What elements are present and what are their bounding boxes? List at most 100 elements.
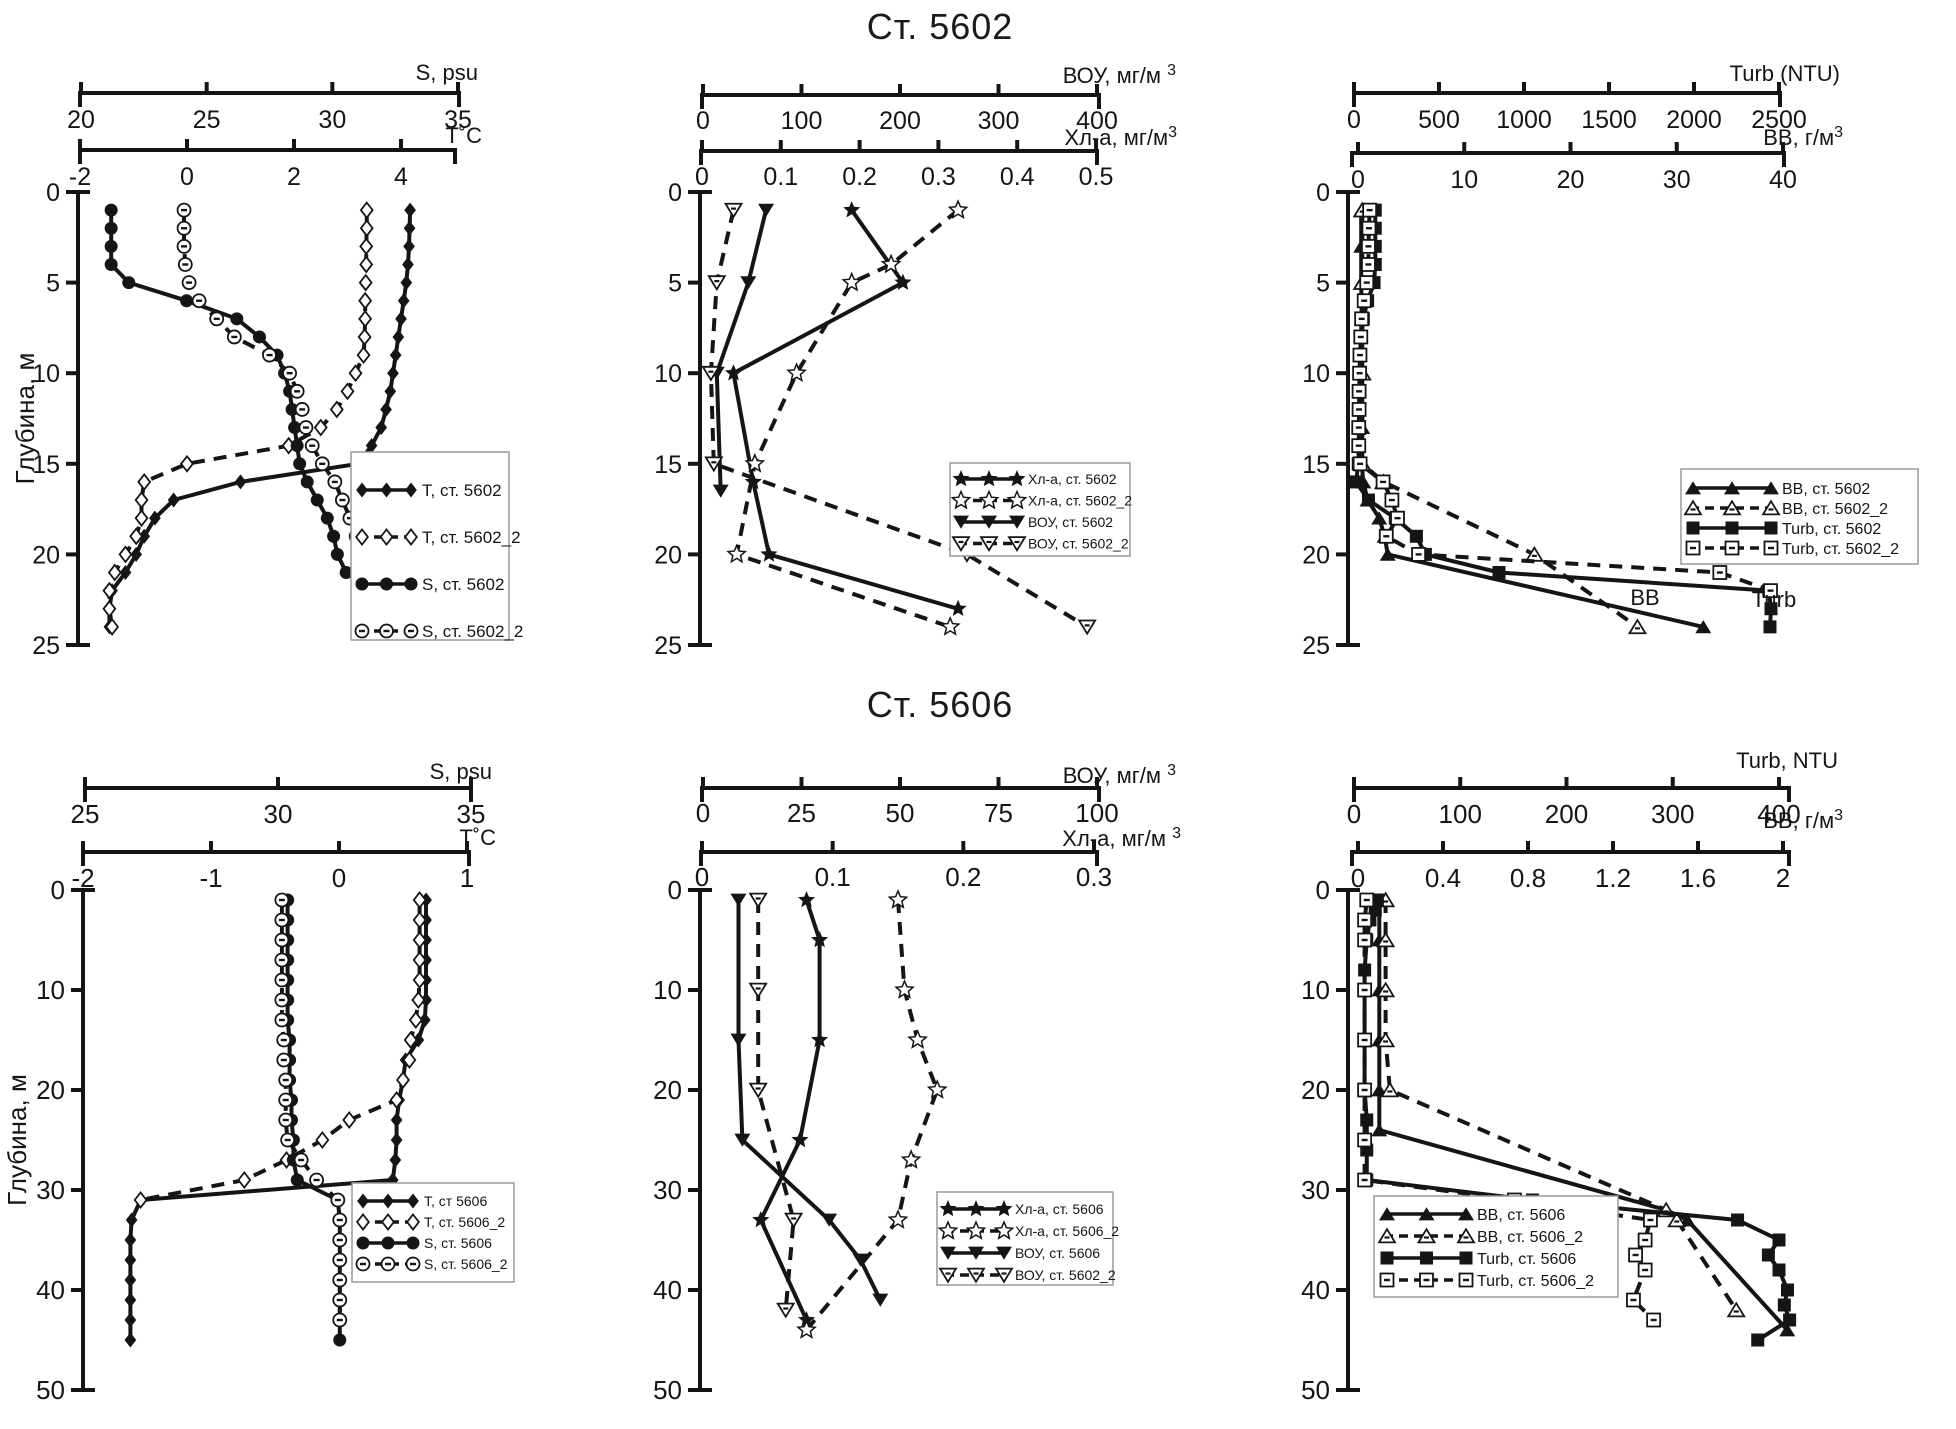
series-3 (274, 892, 348, 1328)
svg-text:0: 0 (1351, 166, 1365, 194)
series-2 (708, 203, 775, 498)
svg-text:5: 5 (1316, 270, 1330, 298)
legend-label: S, ст. 5602 (422, 575, 504, 594)
svg-text:25: 25 (654, 632, 682, 660)
svg-text:1500: 1500 (1581, 106, 1637, 134)
depth-axis-title: Глубина, м (2, 1074, 32, 1206)
legend-label: ВОУ, ст. 5606 (1015, 1245, 1100, 1261)
svg-text:0: 0 (695, 862, 709, 892)
svg-text:25: 25 (193, 106, 221, 134)
legend-label: Turb, ст. 5602 (1782, 521, 1881, 538)
svg-text:0: 0 (1316, 179, 1330, 207)
axis-title: ВОУ, мг/м 3 (1063, 762, 1176, 788)
svg-text:15: 15 (1302, 451, 1330, 479)
svg-text:50: 50 (653, 1375, 682, 1405)
svg-text:0.1: 0.1 (815, 862, 851, 892)
axis-title: ВВ, г/м3 (1763, 807, 1843, 833)
svg-text:400: 400 (1076, 107, 1118, 135)
svg-text:30: 30 (36, 1175, 65, 1205)
x-axis-2: 0 10 20 30 40 ВВ, г/м3 (1350, 124, 1843, 194)
depth-axis: 0 5 10 15 20 25 (654, 179, 712, 660)
x-axis-1: 0 500 1000 1500 2000 2500 Turb (NTU) (1347, 61, 1840, 134)
panel-st5602-temperature-salinity: 20 25 30 35 S, psu -2 0 2 4 T˚C 0 5 10 15 20 25 Глубина,… (10, 60, 523, 660)
x-axis-1: 0 25 50 75 100 ВОУ, мг/м 3 (696, 762, 1176, 828)
x-axis-2: 0 0.4 0.8 1.2 1.6 2 ВВ, г/м3 (1350, 807, 1843, 893)
svg-text:0: 0 (1347, 106, 1361, 134)
legend-label: ВВ, ст. 5602_2 (1782, 501, 1888, 518)
svg-text:0.5: 0.5 (1079, 163, 1114, 191)
svg-text:0: 0 (695, 163, 709, 191)
svg-text:25: 25 (32, 632, 60, 660)
svg-text:2000: 2000 (1666, 106, 1722, 134)
series-1 (102, 201, 374, 636)
svg-text:20: 20 (654, 541, 682, 569)
legend-label: Хл-а, ст. 5602 (1028, 471, 1117, 487)
legend-label: S, ст. 5602_2 (422, 622, 523, 641)
svg-text:50: 50 (1301, 1375, 1330, 1405)
axis-title: Хл-а, мг/м 3 (1062, 825, 1181, 851)
svg-text:0.4: 0.4 (1000, 163, 1035, 191)
svg-text:0.1: 0.1 (763, 163, 798, 191)
axis-title: Хл-а, мг/м3 (1064, 124, 1177, 150)
svg-text:1000: 1000 (1496, 106, 1552, 134)
legend: T, ст. 5602 T, ст. 5602_2 S, ст. 5602 S, ст… (350, 451, 523, 641)
legend-label: S, ст. 5606_2 (424, 1256, 508, 1272)
svg-text:500: 500 (1418, 106, 1460, 134)
legend-label: Хл-а, ст. 5606_2 (1015, 1223, 1119, 1239)
svg-text:300: 300 (978, 107, 1020, 135)
legend-label: ВВ, ст. 5602 (1782, 481, 1870, 498)
svg-text:30: 30 (264, 799, 293, 829)
axis-title: Turb (NTU) (1730, 61, 1840, 86)
svg-text:1.2: 1.2 (1595, 863, 1631, 893)
legend: ВВ, ст. 5606 ВВ, ст. 5606_2 Turb, ст. 5606… (1373, 1195, 1619, 1298)
legend-label: Turb, ст. 5602_2 (1782, 541, 1899, 558)
svg-text:40: 40 (1769, 166, 1797, 194)
x-axis-2: -2 0 2 4 T˚C (69, 123, 482, 191)
svg-text:30: 30 (1663, 166, 1691, 194)
svg-text:300: 300 (1651, 799, 1694, 829)
svg-text:-2: -2 (71, 863, 94, 893)
svg-text:25: 25 (1302, 632, 1330, 660)
svg-text:100: 100 (781, 107, 823, 135)
svg-text:0: 0 (1347, 799, 1361, 829)
svg-text:40: 40 (1301, 1275, 1330, 1305)
x-axis-1: 0 100 200 300 400 ВОУ, мг/м 3 (696, 62, 1176, 135)
legend: Хл-а, ст. 5602 Хл-а, ст. 5602_2 ВОУ, ст. 5… (949, 462, 1132, 557)
svg-text:0: 0 (332, 863, 346, 893)
svg-text:2: 2 (1776, 863, 1790, 893)
legend: ВВ, ст. 5602 ВВ, ст. 5602_2 Turb, ст. 5602… (1680, 468, 1919, 565)
svg-text:20: 20 (1301, 1075, 1330, 1105)
svg-text:40: 40 (36, 1275, 65, 1305)
legend-label: T, ст 5606 (424, 1193, 487, 1209)
svg-text:0.2: 0.2 (945, 862, 981, 892)
series-2 (730, 893, 889, 1307)
depth-axis-title: Глубина, м (10, 353, 40, 485)
svg-text:-2: -2 (69, 163, 91, 191)
axis-title: ВОУ, мг/м 3 (1063, 62, 1176, 88)
axis-title: S, psu (416, 60, 478, 85)
svg-text:10: 10 (1450, 166, 1478, 194)
svg-text:5: 5 (668, 270, 682, 298)
svg-text:20: 20 (36, 1075, 65, 1105)
svg-text:10: 10 (654, 360, 682, 388)
legend-label: Turb, ст. 5606 (1477, 1251, 1576, 1268)
svg-text:0: 0 (668, 179, 682, 207)
svg-text:75: 75 (984, 798, 1013, 828)
legend-label: ВОУ, ст. 5602 (1028, 514, 1113, 530)
series-3 (1351, 202, 1778, 599)
svg-text:20: 20 (67, 106, 95, 134)
legend-label: ВОУ, ст. 5602_2 (1015, 1267, 1116, 1283)
svg-text:20: 20 (32, 541, 60, 569)
plot-annotation: Turb (1752, 587, 1796, 612)
series-2 (104, 203, 377, 634)
svg-text:20: 20 (653, 1075, 682, 1105)
svg-text:25: 25 (787, 798, 816, 828)
svg-text:35: 35 (444, 106, 472, 134)
series-1 (1376, 891, 1746, 1318)
svg-text:10: 10 (653, 975, 682, 1005)
depth-axis: 0 5 10 15 20 25 (1302, 179, 1360, 660)
depth-axis: 0 10 20 30 40 50 Глубина, м (2, 875, 95, 1405)
